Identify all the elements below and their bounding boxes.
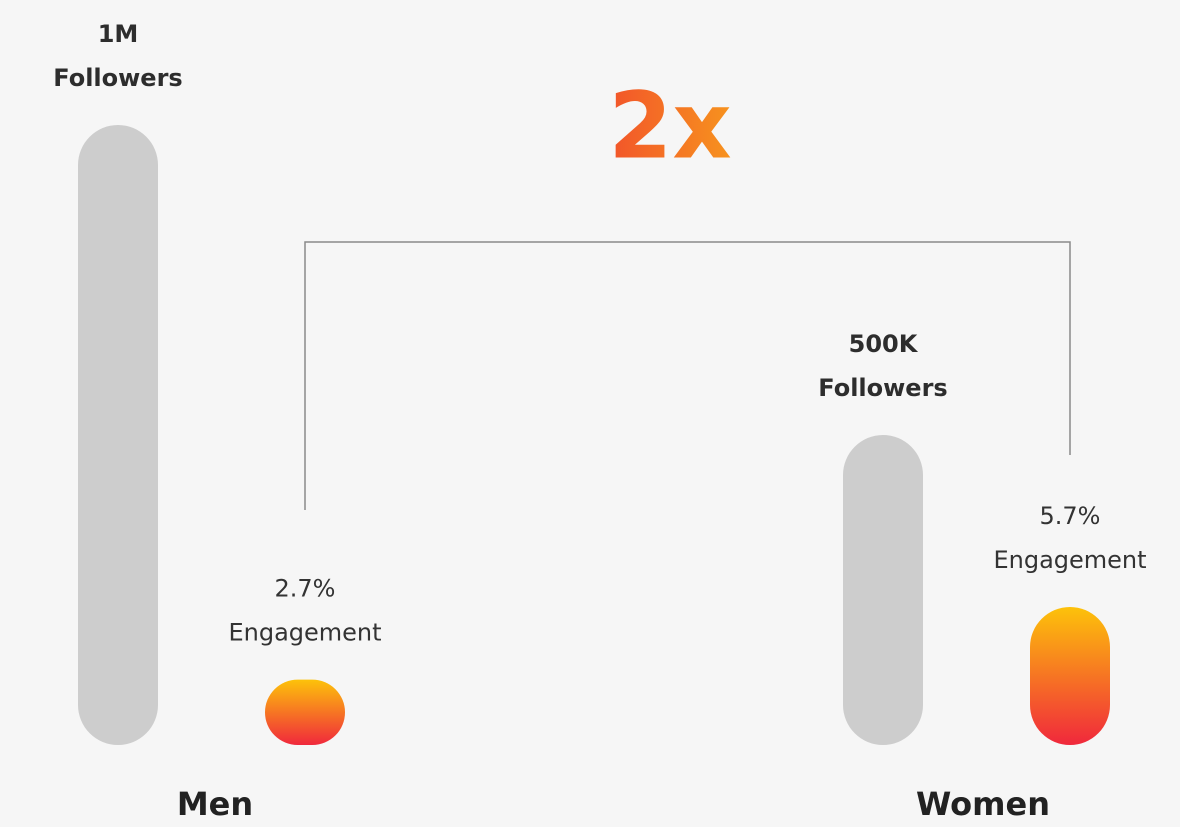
series-label: Engagement [993, 546, 1146, 574]
category-label: Men [177, 785, 253, 823]
value-label: 1M [98, 20, 139, 48]
bar [265, 679, 345, 745]
series-label: Followers [53, 64, 182, 92]
value-label: 500K [849, 330, 919, 358]
bar [1030, 607, 1110, 745]
bracket [304, 241, 1071, 510]
category-label: Women [916, 785, 1050, 823]
value-label: 2.7% [275, 575, 336, 603]
series-label: Engagement [228, 619, 381, 647]
bar [843, 435, 923, 745]
series-label: Followers [818, 374, 947, 402]
value-label: 5.7% [1040, 502, 1101, 530]
bar [78, 125, 158, 745]
chart-title: 2x [608, 72, 731, 179]
